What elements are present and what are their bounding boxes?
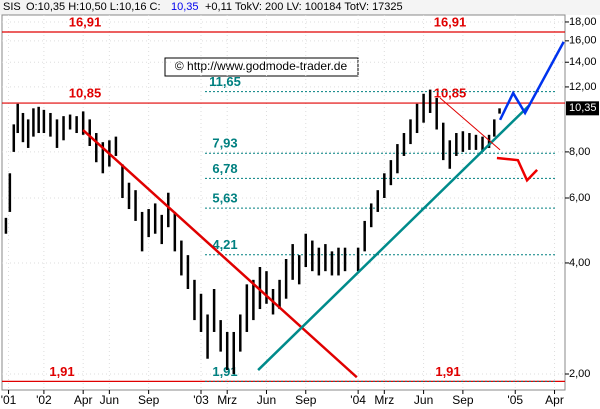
x-tick-label: Jun [100, 393, 119, 407]
x-tick-label: '02 [36, 393, 52, 407]
x-tick-label: Apr [74, 393, 93, 407]
level-label: 1,91 [435, 364, 460, 379]
x-tick-label: Apr [545, 393, 564, 407]
level-label: 16,91 [434, 14, 467, 29]
trend-line [257, 104, 531, 371]
x-tick-label: '04 [350, 393, 366, 407]
x-tick-label: Mrz [374, 393, 394, 407]
trend-line [498, 41, 565, 121]
header-bar [0, 0, 600, 15]
volume-text: +0,11 TokV: 200 LV: 100184 TotV: 17325 [205, 1, 403, 13]
last-price-box [566, 101, 599, 116]
x-tick-label: Sep [138, 393, 160, 407]
x-tick-label: Jun [257, 393, 276, 407]
plot-frame [1, 14, 566, 391]
last-price-label: 10,35 [569, 102, 597, 114]
level-label: 16,91 [69, 14, 102, 29]
x-tick-label: Mrz [217, 393, 237, 407]
level-label: 1,91 [212, 364, 237, 379]
level-label: 6,78 [212, 161, 237, 176]
x-tick-label: '05 [507, 393, 523, 407]
y-tick-label: 2,00 [569, 368, 590, 380]
y-tick-label: 8,00 [569, 146, 590, 158]
x-tick-label: '01 [1, 393, 17, 407]
level-label: 4,21 [212, 237, 237, 252]
ohlc-text: O:10,35 H:10,50 L:10,16 C: [26, 1, 161, 13]
y-tick-label: 12,00 [569, 81, 597, 93]
level-label: 10,85 [434, 86, 467, 101]
x-tick-label: '03 [193, 393, 209, 407]
level-label: 11,65 [209, 74, 241, 89]
level-label: 7,93 [212, 136, 237, 151]
level-label: 10,85 [69, 86, 102, 101]
y-tick-label: 16,00 [569, 35, 597, 47]
y-tick-label: 4,00 [569, 257, 590, 269]
x-tick-label: Sep [452, 393, 474, 407]
x-tick-label: Jun [414, 393, 433, 407]
y-tick-label: 6,00 [569, 192, 590, 204]
level-label: 1,91 [49, 364, 74, 379]
x-tick-label: Sep [295, 393, 317, 407]
y-tick-label: 18,00 [569, 16, 597, 28]
level-label: 5,63 [212, 191, 237, 206]
close-text: 10,35 [171, 1, 199, 13]
y-tick-label: 14,00 [569, 56, 597, 68]
trend-line [82, 129, 358, 379]
trend-line [496, 156, 539, 183]
trend-line [439, 97, 501, 151]
symbol: SIS [3, 1, 21, 13]
